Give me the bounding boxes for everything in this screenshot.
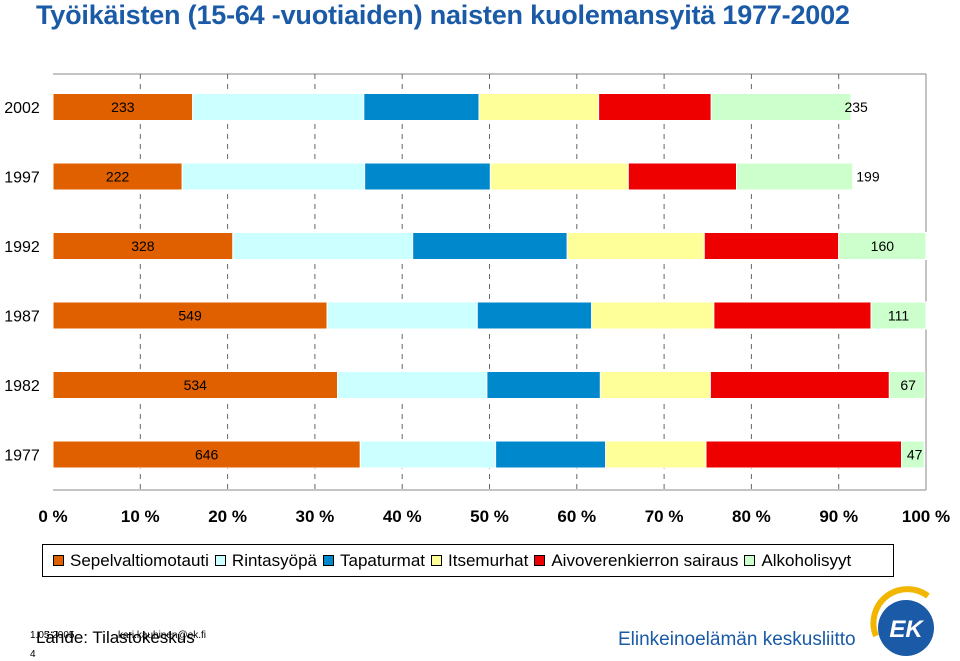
bar-segment-itsemurhat — [489, 162, 629, 191]
logo-text: EK — [889, 616, 924, 643]
legend-swatch — [53, 555, 64, 566]
data-label: 235 — [844, 99, 868, 115]
data-label: 199 — [856, 169, 880, 185]
x-tick-label: 60 % — [557, 507, 596, 526]
legend-label: Alkoholisyyt — [761, 550, 852, 570]
bar-segment-aivoverenkierron-sairaus — [713, 301, 872, 330]
category-label: 1987 — [4, 309, 40, 326]
bar-segment-alkoholisyyt — [870, 301, 927, 330]
bar-segment-sepelvaltiomotauti — [52, 371, 339, 399]
bar-segment-rintasy-p- — [326, 301, 478, 330]
bar-segment-sepelvaltiomotauti — [52, 93, 194, 121]
x-tick-label: 90 % — [819, 507, 858, 526]
x-tick-label: 50 % — [470, 507, 509, 526]
legend-item: Rintasyöpä — [214, 550, 317, 571]
bar-segment-rintasy-p- — [192, 93, 365, 121]
bar-segment-itsemurhat — [591, 301, 715, 330]
bar-segment-rintasy-p- — [232, 232, 414, 260]
legend-swatch — [534, 555, 546, 566]
data-label: 534 — [184, 377, 208, 393]
ek-logo: EK — [870, 586, 934, 656]
data-label: 233 — [111, 99, 135, 115]
legend-swatch — [214, 555, 226, 566]
x-tick-label: 10 % — [121, 507, 160, 526]
data-label: 222 — [106, 169, 130, 185]
bar-segment-itsemurhat — [478, 93, 600, 121]
legend-item: Tapaturmat — [322, 550, 426, 571]
bar-segment-aivoverenkierron-sairaus — [709, 371, 890, 399]
x-tick-label: 100 % — [902, 507, 950, 526]
footer-email: kari.kauhinen@ek.fi — [118, 630, 206, 641]
bar-segment-itsemurhat — [566, 232, 705, 260]
legend-label: Itsemurhat — [448, 550, 529, 570]
legend-item: Alkoholisyyt — [744, 551, 851, 571]
data-label: 328 — [131, 238, 155, 254]
legend-item: Aivoverenkierron sairaus — [534, 551, 738, 571]
data-label: 67 — [900, 377, 916, 393]
legend-swatch — [431, 555, 443, 566]
x-tick-label: 30 % — [296, 507, 335, 526]
footer-date: 1.05.2005 — [30, 630, 75, 641]
category-label: 1977 — [4, 448, 40, 465]
legend-swatch — [322, 555, 334, 566]
x-tick-label: 0 % — [38, 507, 67, 526]
legend-label: Rintasyöpä — [231, 550, 317, 570]
bar-segment-itsemurhat — [599, 371, 711, 399]
chart-legend: Sepelvaltiomotauti Rintasyöpä Tapaturmat It… — [42, 544, 894, 577]
data-label: 111 — [888, 308, 909, 324]
data-label: 549 — [178, 308, 202, 324]
category-label: 2002 — [4, 100, 40, 117]
legend-item: Itsemurhat — [431, 551, 528, 571]
legend-label: Aivoverenkierron sairaus — [551, 550, 739, 570]
category-label: 1982 — [4, 378, 40, 395]
legend-item: Sepelvaltiomotauti — [53, 551, 209, 571]
stacked-bar-chart: 233 235 2002 222 199 1997 328 160 1992 549 111 1987… — [4, 73, 950, 526]
bar-segment-tapaturmat — [412, 232, 568, 260]
bar-segment-rintasy-p- — [359, 440, 497, 469]
bar-segment-aivoverenkierron-sairaus — [598, 93, 712, 121]
bar-segment-sepelvaltiomotauti — [52, 301, 328, 330]
x-tick-label: 70 % — [645, 507, 684, 526]
data-label: 646 — [195, 447, 219, 463]
bar-segment-sepelvaltiomotauti — [52, 162, 183, 191]
bar-segment-tapaturmat — [364, 162, 491, 191]
bar-segment-tapaturmat — [486, 371, 601, 399]
source-note: Lähde: Tilastokeskus — [36, 628, 195, 647]
bar-segment-sepelvaltiomotauti — [52, 232, 234, 260]
legend-label: Tapaturmat — [339, 550, 426, 570]
data-label: 160 — [871, 238, 895, 254]
brand-name: Elinkeinoelämän keskusliitto — [618, 629, 856, 650]
data-label: 47 — [907, 447, 923, 463]
bar-segment-tapaturmat — [363, 93, 480, 121]
legend-swatch — [744, 555, 756, 566]
bar-segment-alkoholisyyt — [901, 440, 925, 469]
legend-label: Sepelvaltiomotauti — [70, 550, 209, 570]
bar-segment-alkoholisyyt — [838, 232, 927, 260]
category-label: 1992 — [4, 239, 40, 256]
bar-segment-alkoholisyyt — [710, 93, 852, 121]
bar-segment-aivoverenkierron-sairaus — [627, 162, 738, 191]
bar-segment-itsemurhat — [605, 440, 707, 469]
x-tick-label: 40 % — [383, 507, 422, 526]
bar-segment-sepelvaltiomotauti — [52, 440, 361, 469]
bar-segment-alkoholisyyt — [888, 371, 926, 399]
bar-segment-aivoverenkierron-sairaus — [705, 440, 903, 469]
bar-segment-rintasy-p- — [181, 162, 366, 191]
bar-segment-aivoverenkierron-sairaus — [703, 232, 840, 260]
x-tick-label: 80 % — [732, 507, 771, 526]
bar-segment-alkoholisyyt — [736, 162, 854, 191]
bar-segment-tapaturmat — [495, 440, 607, 469]
chart-title: Työikäisten (15-64 -vuotiaiden) naisten … — [36, 0, 850, 30]
bar-segment-rintasy-p- — [337, 371, 488, 399]
x-tick-label: 20 % — [208, 507, 247, 526]
bar-segment-tapaturmat — [476, 301, 593, 330]
page-number: 4 — [30, 649, 36, 660]
category-label: 1997 — [4, 170, 40, 187]
